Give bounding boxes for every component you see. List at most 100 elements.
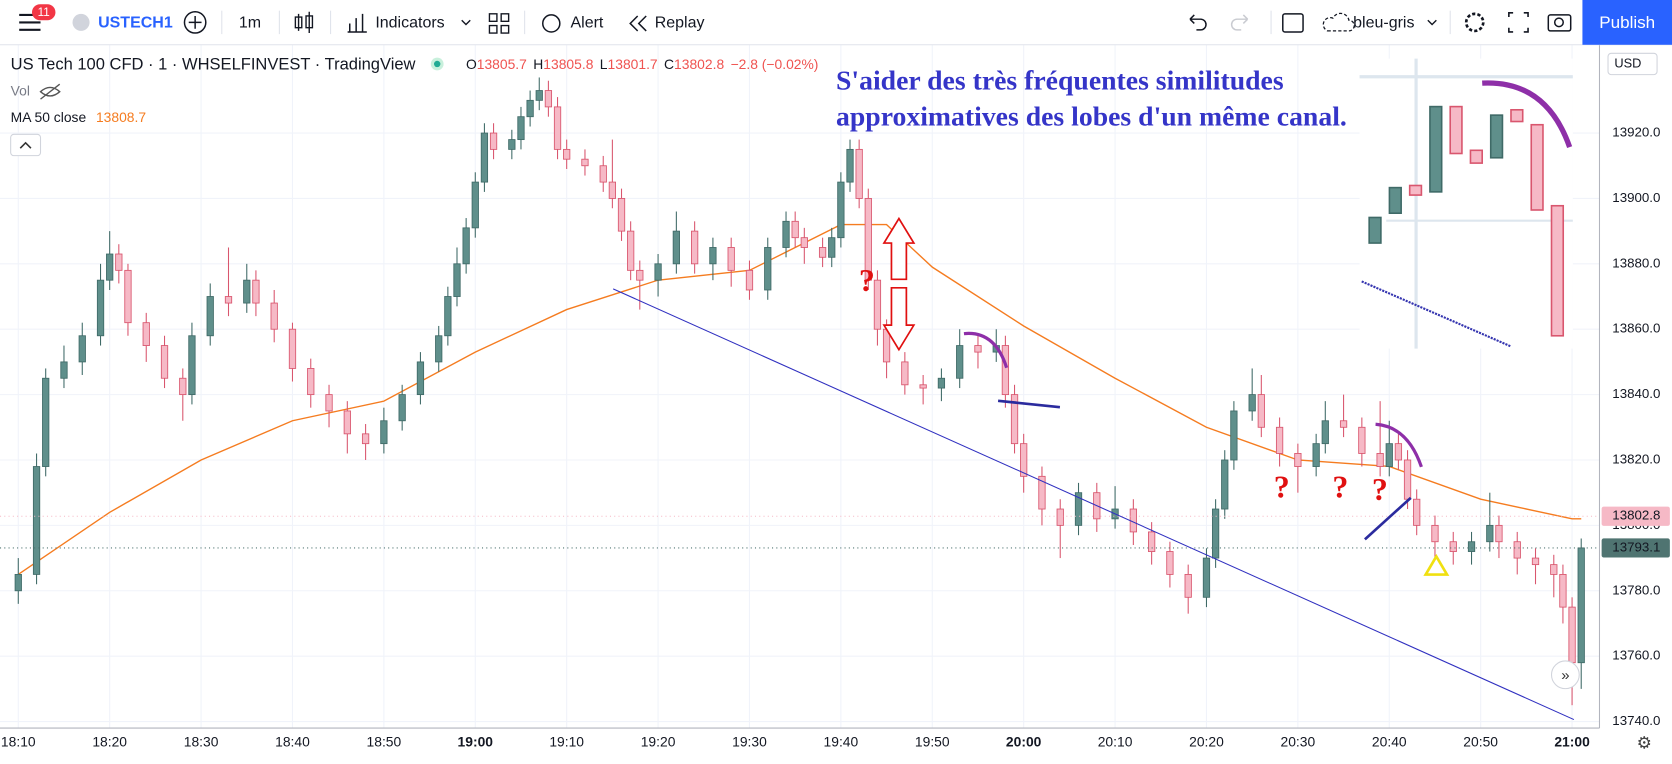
axis-labels: 18:10 18:20 18:30 18:40 18:50 19:00 19:10 19:20… [1, 125, 1670, 750]
candle-body [508, 139, 516, 150]
y-tick-label: 13740.0 [1612, 713, 1660, 728]
candle-body [837, 181, 845, 239]
dropdown[interactable] [1427, 19, 1437, 26]
candle-body [115, 253, 123, 271]
candle-body [818, 247, 827, 258]
price-label: 13802.8 [1612, 508, 1660, 523]
undo[interactable] [1189, 14, 1207, 31]
candle-body [307, 368, 315, 396]
y-tick-label: 13840.0 [1612, 386, 1660, 401]
ohlc-change: −2.8 (−0.02%) [731, 56, 819, 72]
candle-body [636, 269, 644, 281]
ohlc-value: 13802.8 [674, 56, 724, 72]
candle-body [672, 230, 680, 265]
inset-candle [1550, 204, 1565, 337]
layouts[interactable] [488, 13, 510, 34]
price-label-bg [1601, 538, 1670, 558]
x-tick-label: 20:50 [1463, 734, 1498, 750]
candle-body [453, 263, 461, 297]
dropdown[interactable] [461, 19, 471, 26]
candle-body [1184, 573, 1192, 598]
hidden-icon[interactable] [39, 83, 61, 100]
settings-icon[interactable]: ⚙ [1637, 734, 1652, 753]
x-tick-label: 19:30 [732, 734, 767, 750]
fullscreen[interactable] [1508, 11, 1529, 33]
candle-body [270, 302, 278, 330]
candle-body [956, 345, 964, 379]
candle-body [1202, 557, 1211, 598]
alert[interactable]: Alert [570, 15, 603, 32]
price-axis [1599, 44, 1672, 760]
x-tick-label: 18:20 [92, 734, 127, 750]
candle-body [1568, 606, 1576, 664]
y-tick-label: 13860.0 [1612, 321, 1660, 336]
candle-body [581, 158, 589, 167]
candle-body [106, 253, 114, 281]
indicators[interactable]: Indicators [375, 15, 444, 32]
y-tick-label: 13760.0 [1612, 648, 1660, 663]
inset-candle [1388, 186, 1402, 215]
screenshot[interactable] [1547, 14, 1572, 32]
ohlc-key: H [533, 56, 543, 72]
add-symbol[interactable] [183, 10, 207, 34]
candle-body [764, 247, 772, 291]
symbol-logo [72, 13, 90, 31]
candle-body [288, 328, 297, 369]
redo[interactable] [1230, 14, 1249, 31]
badge [31, 4, 56, 21]
currency-button[interactable] [1607, 52, 1658, 76]
scroll-icon: » [1561, 667, 1569, 684]
candle-body [1020, 443, 1028, 477]
candle-body [855, 148, 863, 199]
x-tick-label: 19:20 [641, 734, 676, 750]
candle-body [1321, 420, 1329, 445]
candle-body [526, 99, 534, 118]
symbol[interactable]: USTECH1 [98, 15, 173, 32]
x-tick-label: 20:40 [1372, 734, 1407, 750]
candle-body [1056, 508, 1064, 526]
scroll-button[interactable] [1550, 660, 1580, 690]
candle-body [1248, 394, 1256, 412]
annotation-text: S'aider des très fréquentes similitudes [836, 65, 1284, 96]
publish-button[interactable] [1582, 0, 1672, 45]
annotation-text: approximatives des lobes d'un même canal… [836, 101, 1347, 132]
drawings: ? ? ? ? S'aider des très fréquentes simi… [612, 65, 1575, 721]
y-tick-label: 13920.0 [1612, 125, 1660, 140]
alert-icon [542, 14, 561, 33]
candle-body [1211, 508, 1220, 559]
arrow-down [882, 286, 916, 352]
candle-body [828, 237, 836, 258]
settings[interactable] [1464, 12, 1485, 33]
candle-body [343, 410, 351, 435]
candle-body [224, 296, 233, 304]
candle-body [179, 377, 187, 396]
screenshot-lens [1553, 17, 1564, 28]
collapse-button[interactable] [10, 133, 42, 157]
inset-candle [1408, 184, 1423, 196]
candle-body [846, 148, 854, 183]
candle-body [1431, 524, 1439, 543]
candle-body [1129, 508, 1137, 533]
fullscreen-box[interactable] [1282, 13, 1304, 33]
y-tick-label: 13900.0 [1612, 190, 1660, 205]
replay[interactable]: Replay [655, 15, 705, 32]
candle-body [480, 132, 489, 183]
layout-name[interactable]: bleu-gris [1353, 15, 1414, 32]
candle-body [1550, 564, 1558, 575]
candle-body [14, 573, 22, 592]
interval[interactable]: 1m [239, 15, 261, 32]
inset-candle [1429, 105, 1443, 193]
status-dot [433, 60, 441, 68]
ohlc: O13805.7 H13805.8 L13801.7 C13802.8 −2.8 (−0… [466, 56, 818, 72]
vol-label: Vol [11, 82, 30, 98]
y-tick-label: 13780.0 [1612, 582, 1660, 597]
question-mark: ? [1332, 470, 1348, 505]
candle-body [489, 132, 498, 150]
y-tick-label: 13880.0 [1612, 255, 1660, 270]
x-tick-label: 20:30 [1281, 734, 1316, 750]
candle-body [325, 394, 333, 412]
inset-candle [1368, 216, 1382, 244]
candle-body [1230, 410, 1238, 461]
chart-type[interactable] [294, 11, 314, 34]
